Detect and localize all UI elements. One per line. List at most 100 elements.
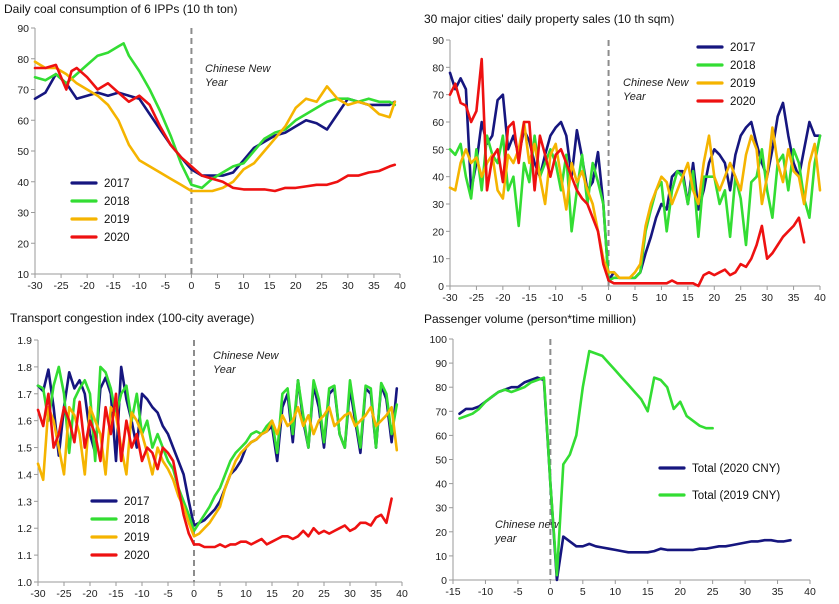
y-tick-label: 1.7 [17,389,32,401]
panel-3: Transport congestion index (100-city ave… [10,311,408,600]
x-tick-label: 40 [394,280,406,292]
x-tick-label: 15 [266,588,278,600]
x-tick-label: 10 [656,292,668,304]
y-tick-label: 100 [429,334,447,346]
x-tick-label: 5 [580,586,586,598]
x-tick-label: -30 [27,280,42,292]
x-tick-label: -25 [469,292,484,304]
x-tick-label: 20 [290,280,302,292]
y-tick-label: 70 [17,85,29,97]
series-line-2020 [448,57,806,288]
x-tick-label: -20 [495,292,510,304]
panel-1: Daily coal consumption of 6 IPPs (10 th … [4,2,406,292]
x-tick-label: 15 [264,280,276,292]
x-tick-label: 10 [609,586,621,598]
legend-label: 2020 [730,96,756,108]
cny-annotation: Chinese New Year [623,77,689,103]
x-tick-label: 30 [344,588,356,600]
y-tick-label: 1.5 [17,443,32,455]
series-line-2020 [33,63,397,193]
y-tick-label: 40 [435,479,447,491]
y-tick-label: 0 [438,281,444,293]
y-tick-label: 70 [435,406,447,418]
chart-title: 30 major cities' daily property sales (1… [424,12,674,26]
x-tick-label: -20 [80,280,95,292]
x-tick-label: 20 [674,586,686,598]
panel-2: 30 major cities' daily property sales (1… [424,12,826,304]
legend: 2017 2018 2019 2020 [70,178,130,244]
legend: Total (2020 CNY) Total (2019 CNY) [658,463,780,502]
x-tick-label: 40 [396,588,408,600]
y-tick-label: 0 [441,575,447,587]
y-tick-label: 60 [435,430,447,442]
x-tick-label: 35 [772,586,784,598]
x-tick-label: 10 [240,588,252,600]
legend-label: 2020 [104,232,130,244]
x-tick-label: 25 [316,280,328,292]
y-tick-label: 30 [435,503,447,515]
x-tick-label: 5 [632,292,638,304]
x-tick-label: 0 [606,292,612,304]
chart-title: Passenger volume (person*time million) [424,312,636,326]
y-tick-label: 20 [17,238,29,250]
y-tick-label: 40 [17,177,29,189]
x-tick-label: -5 [513,586,522,598]
x-tick-label: 20 [292,588,304,600]
legend-label: 2019 [104,214,130,226]
y-tick-label: 60 [17,115,29,127]
x-tick-label: 30 [761,292,773,304]
x-tick-label: 35 [788,292,800,304]
cny-annotation-line: Chinese new [495,519,560,531]
x-tick-label: -15 [108,588,123,600]
y-tick-label: 1.9 [17,335,32,347]
y-tick-label: 1.4 [17,469,32,481]
x-tick-label: -20 [82,588,97,600]
cny-annotation-line: Chinese New [205,63,271,75]
x-tick-label: -15 [445,586,460,598]
y-tick-label: 50 [435,455,447,467]
legend-label: 2020 [124,550,150,562]
x-tick-label: 0 [547,586,553,598]
cny-annotation-line: Year [623,91,647,103]
y-tick-label: 1.0 [17,577,32,589]
y-tick-label: 1.1 [17,550,32,562]
legend-label: 2019 [124,532,150,544]
y-tick-label: 30 [432,199,444,211]
x-tick-label: 5 [215,280,221,292]
series-line-2018 [36,365,399,533]
x-tick-label: 15 [682,292,694,304]
x-tick-label: -10 [132,280,147,292]
x-tick-label: -5 [161,280,170,292]
cny-annotation-line: Year [205,77,229,89]
x-tick-label: -10 [548,292,563,304]
panel-4: Passenger volume (person*time million) 0 1… [424,312,816,598]
cny-annotation-line: Year [213,364,237,376]
x-tick-label: 30 [342,280,354,292]
chart-title: Daily coal consumption of 6 IPPs (10 th … [4,2,237,16]
legend-label: 2017 [730,42,756,54]
x-tick-label: 5 [217,588,223,600]
legend-label: 2018 [730,60,756,72]
x-tick-label: 20 [708,292,720,304]
cny-annotation: Chinese New Year [205,63,271,89]
cny-annotation: Chinese New Year [213,350,279,376]
cny-annotation-line: year [494,533,518,545]
y-tick-label: 30 [17,208,29,220]
x-tick-label: -25 [53,280,68,292]
x-tick-label: -10 [134,588,149,600]
y-tick-label: 90 [432,35,444,47]
legend-label: 2018 [124,514,150,526]
x-tick-label: -15 [522,292,537,304]
series-line-total-2020-cny- [458,376,792,582]
y-tick-label: 40 [432,172,444,184]
y-tick-label: 1.8 [17,362,32,374]
y-tick-label: 90 [435,358,447,370]
cny-annotation-line: Chinese New [213,350,279,362]
x-tick-label: 15 [642,586,654,598]
legend-label: 2017 [124,496,150,508]
cny-annotation: Chinese new year [494,519,560,545]
y-tick-label: 20 [435,527,447,539]
legend-label: 2017 [104,178,130,190]
series-line-total-2019-cny- [458,349,714,577]
